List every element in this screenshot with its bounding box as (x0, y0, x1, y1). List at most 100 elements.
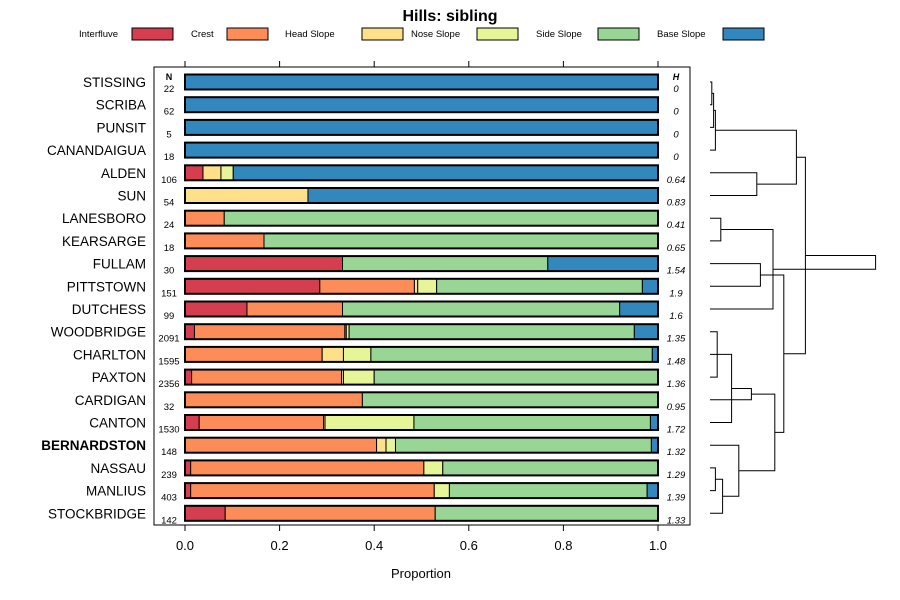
bar-outline-lanesboro (184, 209, 659, 227)
bar-segment-sun-head-slope (184, 187, 309, 204)
h-value-stissing: 0 (673, 84, 679, 95)
bar-outline-woodbridge (184, 323, 659, 341)
bar-segment-fullam-base-slope (547, 255, 659, 272)
dendrogram-link-6 (710, 263, 761, 287)
legend-label-interfluve: Interfluve (79, 29, 118, 40)
bar-row-nassau: NASSAU 239 1.29 (90, 459, 686, 481)
bar-segment-woodbridge-base-slope (633, 323, 659, 340)
h-value-dutchess: 1.6 (669, 311, 683, 322)
bar-segment-paxton-side-slope (373, 369, 659, 386)
bar-segment-manlius-base-slope (646, 482, 659, 499)
bar-row-sun: SUN 54 0.83 (117, 187, 686, 209)
bar-segment-pittstown-interfluve (184, 278, 321, 295)
h-value-manlius: 1.39 (667, 493, 686, 504)
n-value-lanesboro: 24 (164, 220, 175, 231)
dendrogram-link-0 (710, 81, 713, 106)
bar-outline-kearsarge (184, 232, 659, 250)
row-label-paxton: PAXTON (92, 370, 146, 385)
bar-segment-charlton-nose-slope (342, 346, 372, 363)
legend-label-side-slope: Side Slope (536, 29, 582, 40)
bar-segment-punsit-base-slope (184, 119, 659, 136)
row-label-nassau: NASSAU (90, 461, 146, 476)
h-value-woodbridge: 1.35 (667, 334, 686, 345)
bar-segment-charlton-side-slope (370, 346, 653, 363)
bar-outline-stockbridge (184, 504, 659, 522)
bar-segment-bernardston-crest (184, 437, 378, 454)
bar-segment-canandaigua-base-slope (184, 142, 659, 159)
bar-row-pittstown: PITTSTOWN 151 1.9 (67, 277, 683, 299)
legend-label-crest: Crest (191, 29, 214, 40)
bar-segment-kearsarge-crest (184, 232, 265, 249)
row-label-sun: SUN (117, 189, 146, 204)
x-axis-label: Proportion (391, 566, 451, 581)
bar-outline-bernardston (184, 436, 659, 454)
bar-segment-nassau-crest (190, 459, 425, 476)
bar-row-canton: CANTON 1530 1.72 (89, 414, 686, 436)
bar-segment-canton-crest (198, 414, 325, 431)
dendrogram-link-16 (760, 274, 785, 433)
row-label-fullam: FULLAM (93, 257, 146, 272)
bar-segment-lanesboro-side-slope (223, 210, 659, 227)
n-value-manlius: 403 (161, 493, 177, 504)
bar-segment-pittstown-side-slope (436, 278, 643, 295)
h-value-stockbridge: 1.33 (667, 515, 686, 526)
bar-outline-pittstown (184, 277, 659, 295)
bar-segment-bernardston-head-slope (376, 437, 387, 454)
h-value-cardigan: 0.95 (667, 402, 686, 413)
n-value-alden: 106 (161, 175, 177, 186)
h-value-paxton: 1.36 (667, 379, 686, 390)
bar-row-kearsarge: KEARSARGE 18 0.65 (62, 232, 686, 254)
dendrogram-link-15 (738, 393, 776, 472)
bar-outline-sun (184, 187, 659, 204)
bar-segment-cardigan-crest (184, 391, 363, 408)
row-label-lanesboro: LANESBORO (62, 211, 146, 226)
h-value-canton: 1.72 (667, 425, 686, 436)
n-value-stockbridge: 142 (161, 515, 177, 526)
dendrogram-link-18 (773, 254, 877, 270)
n-value-pittstown: 151 (161, 288, 177, 299)
bar-segment-dutchess-base-slope (619, 301, 659, 317)
dendrogram-link-2 (710, 109, 716, 151)
bar-row-manlius: MANLIUS 403 1.39 (86, 482, 686, 504)
bar-segment-canton-nose-slope (324, 414, 415, 431)
row-label-stockbridge: STOCKBRIDGE (48, 506, 146, 521)
dendrogram-link-13 (710, 478, 724, 514)
bar-row-stissing: STISSING 22 0 (83, 73, 679, 95)
bar-segment-manlius-side-slope (448, 482, 648, 499)
row-label-alden: ALDEN (101, 166, 146, 181)
n-value-punsit: 5 (166, 129, 171, 140)
bar-outline-fullam (184, 255, 659, 273)
bar-segment-cardigan-side-slope (361, 391, 659, 408)
bar-outline-charlton (184, 345, 659, 363)
chart-title: Hills: sibling (402, 8, 497, 25)
bar-segment-alden-nose-slope (220, 164, 234, 181)
row-label-bernardston: BERNARDSTON (41, 438, 146, 453)
bar-row-lanesboro: LANESBORO 24 0.41 (62, 209, 685, 231)
bar-segment-bernardston-side-slope (394, 437, 652, 454)
dendrogram-link-14 (710, 444, 740, 497)
bar-row-canandaigua: CANANDAIGUA 18 0 (47, 141, 679, 163)
bar-area: STISSING 22 0 SCRIBA 62 0 PUNSIT 5 0 CANANDAIGUA 1… (41, 73, 686, 526)
legend-swatch-head-slope (361, 27, 404, 41)
row-label-dutchess: DUTCHESS (72, 302, 146, 317)
h-value-bernardston: 1.32 (667, 447, 686, 458)
dendrogram (710, 81, 877, 514)
bar-segment-stockbridge-interfluve (184, 505, 226, 522)
legend-label-base-slope: Base Slope (657, 29, 706, 40)
bar-outline-dutchess (184, 300, 659, 318)
bar-segment-woodbridge-side-slope (348, 323, 635, 340)
bar-segment-charlton-crest (184, 346, 323, 363)
x-tick-label-2: 0.4 (365, 538, 383, 553)
x-tick-label-1: 0.2 (271, 538, 289, 553)
x-tick-label-0: 0.0 (176, 538, 194, 553)
dendrogram-link-5 (710, 217, 722, 242)
h-value-pittstown: 1.9 (669, 288, 683, 299)
h-value-canandaigua: 0 (673, 152, 679, 163)
bar-segment-kearsarge-side-slope (263, 232, 659, 249)
row-label-woodbridge: WOODBRIDGE (51, 325, 146, 340)
bar-outline-canandaigua (184, 141, 659, 159)
legend-swatch-interfluve (131, 27, 174, 41)
h-value-kearsarge: 0.65 (667, 243, 686, 254)
n-value-charlton: 1595 (158, 356, 179, 367)
h-value-scriba: 0 (673, 107, 679, 118)
